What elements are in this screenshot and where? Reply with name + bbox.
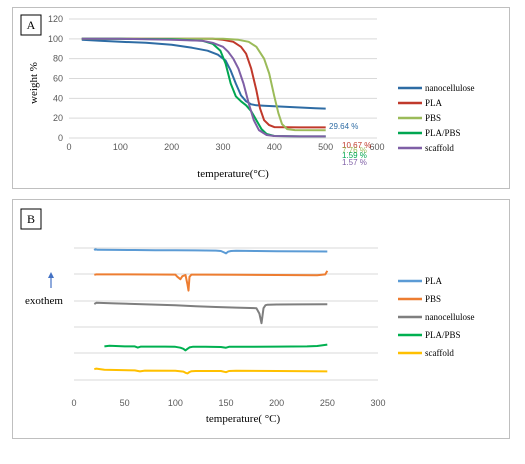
tga-annotation-pla: 10.67 % [342,141,371,150]
tga-y-tick-label: 80 [53,54,63,64]
dsc-legend-label-pla-pbs: PLA/PBS [425,330,461,340]
dsc-x-axis-label: temperature( °C) [206,413,281,425]
dsc-series-scaffold [94,367,328,375]
tga-annotation-pla-pbs: 1.59 % [342,151,367,160]
dsc-x-tick-label: 100 [168,398,183,408]
tga-y-tick-label: 100 [48,34,63,44]
tga-x-tick-label: 300 [215,142,230,152]
tga-legend-label-pla: PLA [425,98,443,108]
tga-annotation-pbs: 7.76 % [342,146,367,155]
tga-legend-label-nanocellulose: nanocellulose [425,83,474,93]
dsc-legend-label-pbs: PBS [425,294,441,304]
dsc-series [93,248,329,375]
panel-b-label: B [27,212,35,226]
tga-legend: nanocellulose PLA PBS PLA/PBS scaffold [398,83,474,153]
tga-annotation-nanocellulose: 29.64 % [329,122,358,131]
dsc-x-tick-label: 300 [370,398,385,408]
dsc-axes: 0 50 100 150 200 250 300 [71,398,385,408]
panel-a-label: A [27,18,36,32]
panel-b-label-box [20,208,42,230]
dsc-chart: B 0 50 100 150 200 250 300 exothem temperature… [20,208,474,425]
dsc-series-pbs [94,270,329,292]
tga-x-tick-label: 0 [66,142,71,152]
dsc-x-tick-label: 250 [320,398,335,408]
dsc-series-pla [93,248,328,255]
dsc-x-tick-label: 0 [71,398,76,408]
tga-x-tick-label: 500 [318,142,333,152]
tga-axes: 0 20 40 60 80 100 120 0 100 200 300 400 500 600 [48,14,385,152]
tga-y-tick-label: 0 [58,133,63,143]
tga-series-pla [81,37,326,129]
dsc-legend-label-pla: PLA [425,276,443,286]
dsc-x-tick-label: 200 [269,398,284,408]
tga-y-axis-label: weight % [28,62,40,104]
tga-series-pla-pbs [81,37,326,138]
tga-annotations: 29.64 % 10.67 %7.76 %1.59 %1.57 % [329,122,371,167]
dsc-x-tick-label: 50 [120,398,130,408]
dsc-legend: PLA PBS nanocellulose PLA/PBS scaffold [398,276,474,358]
tga-y-tick-label: 60 [53,74,63,84]
tga-chart-panel: A 0 20 40 60 80 100 120 0 100 200 300 400 500 600 29.… [12,7,510,189]
tga-x-axis-label: temperature(°C) [197,168,269,180]
dsc-series-pla-pbs [104,343,328,352]
tga-x-tick-label: 100 [113,142,128,152]
dsc-x-tick-label: 150 [218,398,233,408]
dsc-gridlines [74,247,378,381]
tga-series-nanocellulose [81,38,326,110]
tga-y-tick-label: 20 [53,113,63,123]
tga-x-tick-label: 400 [267,142,282,152]
tga-y-tick-label: 120 [48,14,63,24]
tga-gridlines [69,18,377,139]
dsc-chart-panel: B 0 50 100 150 200 250 300 exothem temperature… [12,199,510,439]
tga-series [81,37,326,138]
exotherm-arrow-head [48,272,54,278]
tga-chart: A 0 20 40 60 80 100 120 0 100 200 300 400 500 600 29.… [20,14,474,180]
tga-annotation-scaffold: 1.57 % [342,158,367,167]
tga-x-tick-label: 600 [369,142,384,152]
dsc-legend-label-nanocellulose: nanocellulose [425,312,474,322]
panel-a-label-box [20,14,42,36]
exotherm-arrow [48,272,54,288]
tga-legend-label-pbs: PBS [425,113,441,123]
tga-series-pbs [81,37,326,132]
tga-series-scaffold [81,37,326,138]
tga-y-tick-label: 40 [53,93,63,103]
tga-legend-label-pla-pbs: PLA/PBS [425,128,461,138]
exotherm-label: exothem [25,295,63,307]
tga-legend-label-scaffold: scaffold [425,143,454,153]
tga-x-tick-label: 200 [164,142,179,152]
dsc-series-nanocellulose [93,301,328,325]
dsc-legend-label-scaffold: scaffold [425,348,454,358]
